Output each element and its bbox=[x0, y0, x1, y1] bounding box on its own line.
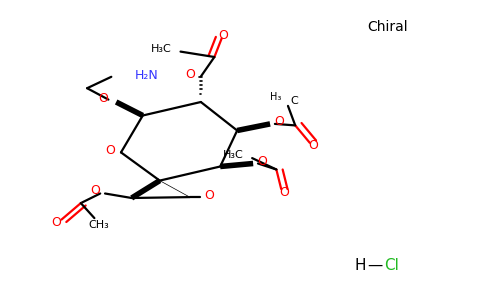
Text: H₃C: H₃C bbox=[223, 150, 243, 160]
Text: —: — bbox=[367, 258, 383, 273]
Text: H: H bbox=[355, 258, 366, 273]
Text: H₃C: H₃C bbox=[151, 44, 171, 54]
Text: O: O bbox=[204, 189, 214, 202]
Text: O: O bbox=[52, 216, 61, 229]
Text: H₂N: H₂N bbox=[135, 69, 158, 82]
Text: C: C bbox=[290, 95, 298, 106]
Text: O: O bbox=[219, 29, 228, 42]
Text: CH₃: CH₃ bbox=[89, 220, 109, 230]
Text: O: O bbox=[185, 68, 195, 82]
Text: H₃: H₃ bbox=[270, 92, 282, 102]
Text: Cl: Cl bbox=[384, 258, 398, 273]
Text: O: O bbox=[99, 92, 108, 105]
Text: O: O bbox=[274, 115, 284, 128]
Text: Chiral: Chiral bbox=[367, 20, 408, 34]
Text: O: O bbox=[257, 155, 267, 168]
Text: O: O bbox=[279, 186, 289, 199]
Text: O: O bbox=[309, 139, 318, 152]
Text: O: O bbox=[106, 144, 115, 158]
Text: O: O bbox=[91, 184, 100, 197]
